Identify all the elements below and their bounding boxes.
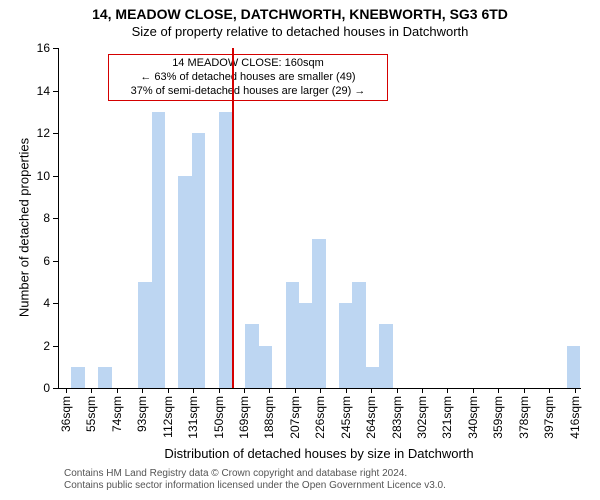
xtick-mark <box>524 388 525 393</box>
xtick-mark <box>422 388 423 393</box>
xtick-label: 226sqm <box>313 396 327 446</box>
xtick-label: 207sqm <box>288 396 302 446</box>
xtick-label: 150sqm <box>212 396 226 446</box>
xtick-mark <box>91 388 92 393</box>
xtick-label: 416sqm <box>568 396 582 446</box>
xtick-mark <box>498 388 499 393</box>
ytick-mark <box>53 133 58 134</box>
chart-container: 14, MEADOW CLOSE, DATCHWORTH, KNEBWORTH,… <box>0 0 600 500</box>
xtick-label: 359sqm <box>491 396 505 446</box>
xtick-label: 93sqm <box>135 396 149 446</box>
xtick-mark <box>397 388 398 393</box>
ytick-label: 14 <box>28 84 50 98</box>
xtick-label: 169sqm <box>237 396 251 446</box>
ytick-label: 16 <box>28 41 50 55</box>
ytick-label: 10 <box>28 169 50 183</box>
title-line-2: Size of property relative to detached ho… <box>0 24 600 39</box>
xtick-label: 55sqm <box>84 396 98 446</box>
xtick-label: 378sqm <box>517 396 531 446</box>
histogram-bar <box>178 176 191 389</box>
xtick-mark <box>269 388 270 393</box>
ytick-mark <box>53 346 58 347</box>
xtick-label: 245sqm <box>339 396 353 446</box>
ytick-label: 6 <box>28 254 50 268</box>
xtick-mark <box>549 388 550 393</box>
xtick-label: 36sqm <box>59 396 73 446</box>
ytick-label: 8 <box>28 211 50 225</box>
histogram-bar <box>339 303 352 388</box>
ytick-label: 2 <box>28 339 50 353</box>
histogram-bar <box>366 367 379 388</box>
xtick-mark <box>447 388 448 393</box>
xtick-label: 74sqm <box>110 396 124 446</box>
xtick-mark <box>473 388 474 393</box>
ytick-label: 12 <box>28 126 50 140</box>
xtick-mark <box>575 388 576 393</box>
histogram-bar <box>219 112 232 388</box>
xtick-mark <box>168 388 169 393</box>
histogram-bar <box>138 282 151 388</box>
histogram-bar <box>259 346 272 389</box>
ytick-mark <box>53 176 58 177</box>
histogram-bar <box>245 324 258 388</box>
info-box-line-2: ← 63% of detached houses are smaller (49… <box>113 71 383 85</box>
histogram-bar <box>352 282 365 388</box>
xtick-label: 340sqm <box>466 396 480 446</box>
xtick-label: 397sqm <box>542 396 556 446</box>
ytick-mark <box>53 218 58 219</box>
histogram-bar <box>567 346 580 389</box>
xtick-label: 264sqm <box>364 396 378 446</box>
ytick-mark <box>53 261 58 262</box>
xtick-mark <box>244 388 245 393</box>
xtick-label: 283sqm <box>390 396 404 446</box>
ytick-mark <box>53 303 58 304</box>
info-box-line-1: 14 MEADOW CLOSE: 160sqm <box>113 57 383 71</box>
ytick-mark <box>53 91 58 92</box>
xtick-mark <box>371 388 372 393</box>
histogram-bar <box>299 303 312 388</box>
ytick-mark <box>53 388 58 389</box>
xtick-mark <box>117 388 118 393</box>
xtick-label: 302sqm <box>415 396 429 446</box>
reference-line <box>232 48 234 388</box>
histogram-bar <box>312 239 325 388</box>
histogram-bar <box>192 133 205 388</box>
histogram-bar <box>71 367 84 388</box>
credit-line-1: Contains HM Land Registry data © Crown c… <box>64 468 407 480</box>
info-box: 14 MEADOW CLOSE: 160sqm ← 63% of detache… <box>108 54 388 101</box>
info-box-line-3: 37% of semi-detached houses are larger (… <box>113 85 383 99</box>
histogram-bar <box>286 282 299 388</box>
xtick-mark <box>295 388 296 393</box>
xtick-mark <box>219 388 220 393</box>
ytick-label: 0 <box>28 381 50 395</box>
histogram-bar <box>98 367 111 388</box>
ytick-label: 4 <box>28 296 50 310</box>
xtick-mark <box>320 388 321 393</box>
xtick-label: 112sqm <box>161 396 175 446</box>
xtick-mark <box>66 388 67 393</box>
credit-line-2: Contains public sector information licen… <box>64 480 446 492</box>
xtick-mark <box>346 388 347 393</box>
ytick-mark <box>53 48 58 49</box>
xtick-label: 188sqm <box>262 396 276 446</box>
xtick-label: 321sqm <box>440 396 454 446</box>
x-axis-label: Distribution of detached houses by size … <box>58 446 580 461</box>
xtick-mark <box>193 388 194 393</box>
xtick-label: 131sqm <box>186 396 200 446</box>
xtick-mark <box>142 388 143 393</box>
histogram-bar <box>152 112 165 388</box>
histogram-bar <box>379 324 392 388</box>
title-line-1: 14, MEADOW CLOSE, DATCHWORTH, KNEBWORTH,… <box>0 6 600 22</box>
